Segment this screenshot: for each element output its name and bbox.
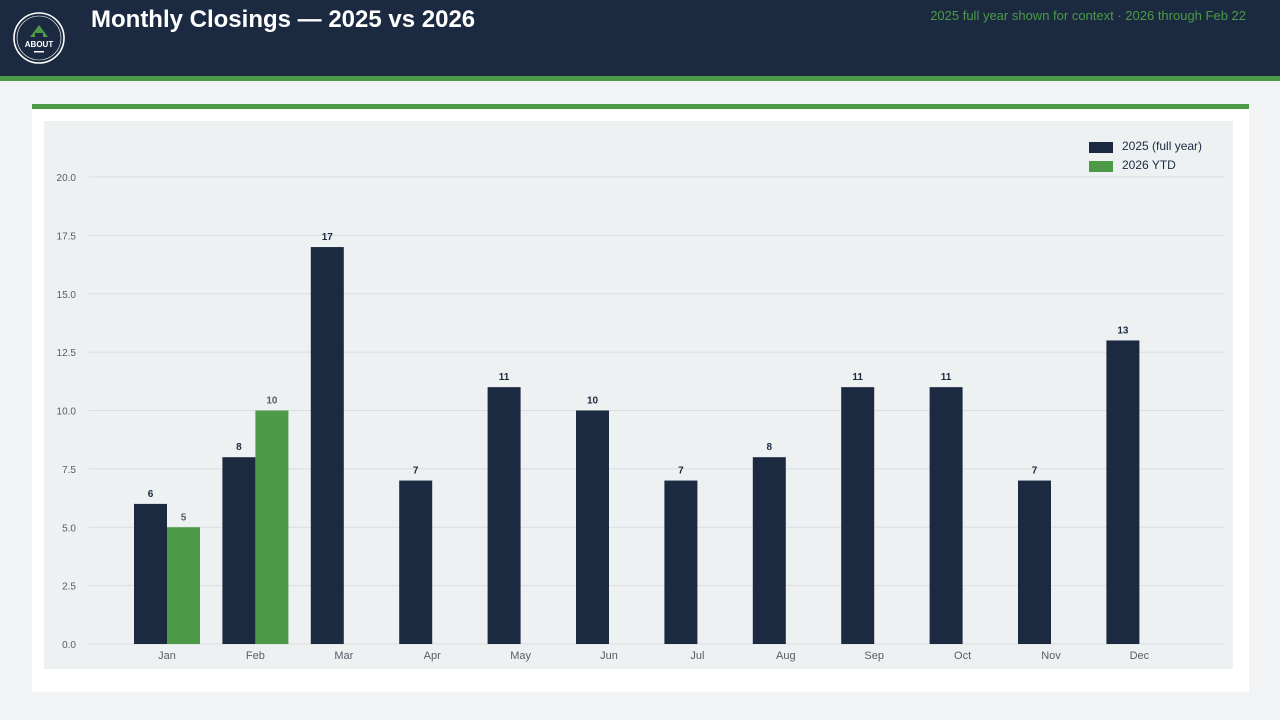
x-tick-label: Jan: [158, 650, 176, 662]
header-accent-rule: [0, 76, 1280, 81]
data-label: 8: [767, 442, 773, 453]
x-tick-label: Jun: [600, 650, 618, 662]
data-label: 7: [1032, 466, 1038, 477]
y-tick-label: 17.5: [57, 231, 77, 242]
data-label: 8: [236, 442, 242, 453]
y-tick-label: 2.5: [62, 582, 76, 593]
data-label: 11: [941, 372, 952, 383]
y-tick-label: 10.0: [57, 407, 77, 418]
bar-2025: [310, 247, 344, 645]
y-tick-label: 12.5: [57, 348, 77, 359]
y-tick-label: 0.0: [62, 640, 76, 651]
x-tick-label: Aug: [776, 650, 796, 662]
y-tick-label: 5.0: [62, 523, 76, 534]
legend-label-2026: 2026 YTD: [1122, 158, 1176, 172]
data-label: 6: [148, 489, 154, 500]
bar-2025: [134, 503, 167, 644]
x-tick-label: Sep: [864, 650, 884, 662]
data-label: 7: [413, 466, 419, 477]
x-tick-label: May: [510, 650, 531, 662]
bar-2025: [487, 387, 521, 644]
x-tick-label: Oct: [954, 650, 971, 662]
x-tick-label: Apr: [424, 650, 441, 662]
x-tick-label: Dec: [1130, 650, 1150, 662]
legend-label-2025: 2025 (full year): [1122, 139, 1203, 153]
data-label: 13: [1117, 325, 1129, 336]
logo-text: ABOUT: [25, 40, 54, 49]
data-label: 17: [322, 232, 334, 243]
bar-2025: [222, 457, 256, 644]
legend-swatch-2026: [1089, 161, 1113, 172]
data-label: 7: [678, 466, 684, 477]
y-tick-label: 15.0: [57, 290, 77, 301]
bar-2025: [841, 387, 875, 644]
card-accent-rule: [32, 104, 1249, 109]
legend-swatch-2025: [1089, 142, 1113, 153]
bar-2026: [167, 527, 200, 644]
bar-2025: [752, 457, 786, 644]
bar-2025: [929, 387, 963, 644]
data-label: 11: [499, 372, 510, 383]
data-label: 11: [852, 372, 863, 383]
bar-chart: 0.0 2.5 5.0 7.5 10.0 12.5 15.0 17.5 20.0 6 5 Jan 8 10…: [57, 173, 1225, 662]
data-label: 10: [266, 396, 278, 407]
bar-2025: [1018, 480, 1051, 644]
y-tick-label: 20.0: [57, 173, 77, 184]
data-label: 10: [587, 396, 599, 407]
bar-2025: [664, 480, 698, 644]
page-subtitle: 2025 full year shown for context · 2026 …: [930, 8, 1246, 23]
bar-2025: [576, 410, 609, 644]
bar-2026: [255, 410, 289, 644]
x-tick-label: Feb: [246, 650, 265, 662]
x-tick-label: Nov: [1041, 650, 1061, 662]
house-logo-icon: ABOUT: [13, 12, 65, 64]
header-bar: [0, 0, 1280, 76]
y-tick-label: 7.5: [62, 465, 76, 476]
bar-2025: [399, 480, 433, 644]
page-title: Monthly Closings — 2025 vs 2026: [91, 6, 476, 33]
x-tick-label: Mar: [334, 650, 353, 662]
data-label: 5: [181, 512, 187, 523]
bar-2025: [1106, 340, 1140, 644]
x-tick-label: Jul: [690, 650, 704, 662]
